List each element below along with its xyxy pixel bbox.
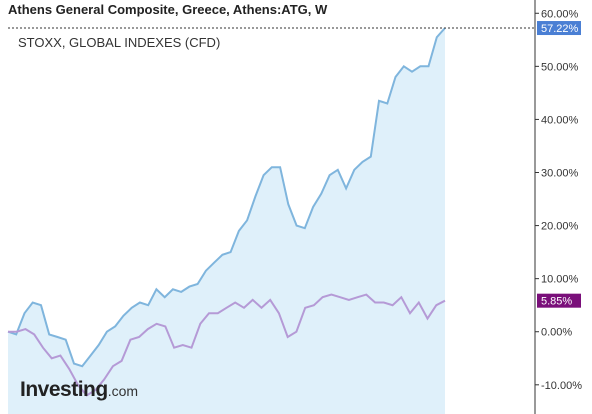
overlay-last-value-badge [537,293,581,308]
main-last-value-label: 57.22% [541,23,579,35]
y-tick-label: 50.00% [541,61,579,73]
main-series-area [8,28,445,414]
y-tick-label: 20.00% [541,221,579,233]
overlay-series-line [8,293,446,397]
y-tick-label: 40.00% [541,114,579,126]
overlay-last-value-label: 5.85% [541,296,572,308]
investing-logo: Investing.com [20,378,138,402]
main-last-value-badge [537,21,581,36]
logo-main-text: Investing [20,378,108,401]
chart-title: Athens General Composite, Greece, Athens… [8,2,328,17]
main-series-line [7,27,446,368]
y-axis-ticks: -10.00% 0.00% 10.00% 20.00% 30.00% 40.00% 50.0… [535,8,582,392]
legend-overlay-label: STOXX, GLOBAL INDEXES (CFD) [18,35,221,50]
y-tick-label: 60.00% [541,8,579,20]
y-tick-label: 0.00% [541,327,572,339]
y-tick-label: 10.00% [541,274,579,286]
last-value-badges: 57.22% 5.85% [537,21,581,308]
y-tick-label: -10.00% [541,380,582,392]
logo-suffix-text: .com [107,383,139,399]
y-tick-label: 30.00% [541,168,579,180]
